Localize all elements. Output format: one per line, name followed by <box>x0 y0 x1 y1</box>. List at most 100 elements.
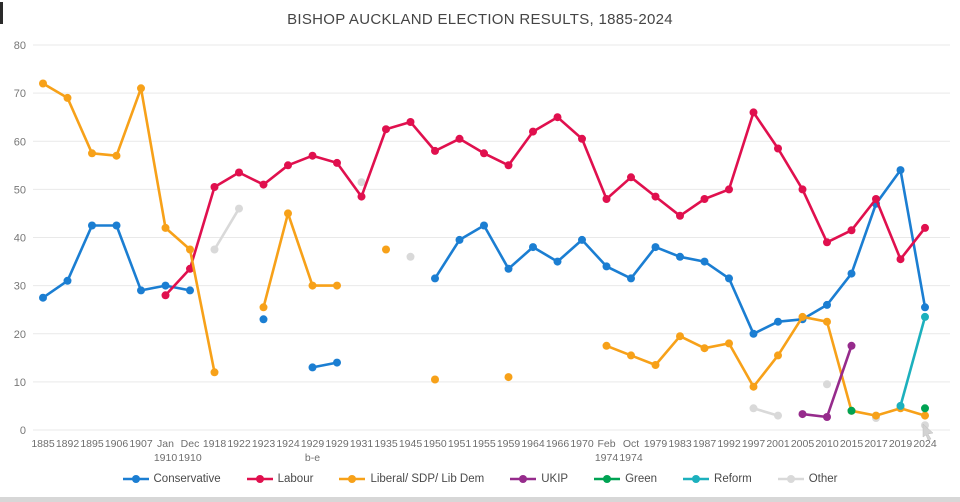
data-point-other[interactable] <box>210 245 219 254</box>
data-point-ukip[interactable] <box>798 410 807 419</box>
data-point-labour[interactable] <box>529 127 537 136</box>
data-point-liberal-sdp-lib-dem[interactable] <box>186 245 194 254</box>
data-point-liberal-sdp-lib-dem[interactable] <box>504 373 513 382</box>
data-point-labour[interactable] <box>553 113 562 122</box>
data-point-liberal-sdp-lib-dem[interactable] <box>431 375 439 384</box>
data-point-other[interactable] <box>823 380 831 389</box>
legend-item-labour[interactable]: Labour <box>246 473 313 485</box>
data-point-labour[interactable] <box>725 185 733 194</box>
legend-item-conservative[interactable]: Conservative <box>122 473 221 485</box>
data-point-liberal-sdp-lib-dem[interactable] <box>137 84 145 93</box>
data-point-conservative[interactable] <box>137 286 145 295</box>
data-point-liberal-sdp-lib-dem[interactable] <box>627 351 635 360</box>
data-point-labour[interactable] <box>774 144 782 153</box>
data-point-labour[interactable] <box>431 146 439 155</box>
data-point-labour[interactable] <box>308 151 317 160</box>
data-point-liberal-sdp-lib-dem[interactable] <box>39 79 47 88</box>
data-point-labour[interactable] <box>896 255 905 264</box>
data-point-other[interactable] <box>749 404 758 413</box>
data-point-labour[interactable] <box>627 173 635 182</box>
data-point-reform[interactable] <box>921 312 929 321</box>
data-point-labour[interactable] <box>651 192 660 201</box>
data-point-labour[interactable] <box>382 125 390 134</box>
data-point-ukip[interactable] <box>847 341 856 350</box>
data-point-liberal-sdp-lib-dem[interactable] <box>749 382 758 391</box>
data-point-liberal-sdp-lib-dem[interactable] <box>700 344 709 353</box>
data-point-liberal-sdp-lib-dem[interactable] <box>382 245 390 254</box>
data-point-labour[interactable] <box>700 195 709 203</box>
data-point-liberal-sdp-lib-dem[interactable] <box>308 281 317 290</box>
data-point-other[interactable] <box>235 204 243 213</box>
data-point-other[interactable] <box>406 252 415 261</box>
data-point-liberal-sdp-lib-dem[interactable] <box>921 411 929 420</box>
data-point-conservative[interactable] <box>847 269 856 278</box>
data-point-liberal-sdp-lib-dem[interactable] <box>823 317 831 326</box>
data-point-conservative[interactable] <box>161 281 170 290</box>
data-point-conservative[interactable] <box>602 262 611 271</box>
data-point-ukip[interactable] <box>823 413 831 421</box>
data-point-conservative[interactable] <box>651 243 660 252</box>
data-point-green[interactable] <box>921 404 929 413</box>
data-point-conservative[interactable] <box>480 221 488 230</box>
data-point-conservative[interactable] <box>529 243 537 252</box>
legend-item-other[interactable]: Other <box>777 473 838 485</box>
data-point-conservative[interactable] <box>676 252 684 261</box>
data-point-conservative[interactable] <box>578 235 586 244</box>
data-point-labour[interactable] <box>210 183 219 191</box>
data-point-labour[interactable] <box>676 211 684 220</box>
data-point-labour[interactable] <box>847 226 856 235</box>
data-point-liberal-sdp-lib-dem[interactable] <box>602 341 611 350</box>
data-point-labour[interactable] <box>578 134 586 143</box>
legend-item-reform[interactable]: Reform <box>683 473 752 485</box>
data-point-conservative[interactable] <box>63 276 72 285</box>
data-point-conservative[interactable] <box>774 317 782 326</box>
data-point-labour[interactable] <box>259 180 268 189</box>
data-point-liberal-sdp-lib-dem[interactable] <box>798 312 807 321</box>
data-point-liberal-sdp-lib-dem[interactable] <box>872 411 880 420</box>
data-point-other[interactable] <box>357 178 366 187</box>
data-point-conservative[interactable] <box>896 166 905 175</box>
data-point-conservative[interactable] <box>627 274 635 283</box>
data-point-conservative[interactable] <box>455 235 464 244</box>
data-point-other[interactable] <box>774 411 782 420</box>
data-point-conservative[interactable] <box>112 221 121 230</box>
data-point-conservative[interactable] <box>308 363 317 372</box>
data-point-conservative[interactable] <box>553 257 562 266</box>
data-point-labour[interactable] <box>235 168 243 177</box>
data-point-labour[interactable] <box>823 238 831 247</box>
data-point-liberal-sdp-lib-dem[interactable] <box>651 361 660 369</box>
legend-item-ukip[interactable]: UKIP <box>510 473 568 485</box>
data-point-liberal-sdp-lib-dem[interactable] <box>112 151 121 160</box>
data-point-conservative[interactable] <box>921 303 929 312</box>
data-point-liberal-sdp-lib-dem[interactable] <box>63 93 72 102</box>
data-point-conservative[interactable] <box>504 264 513 273</box>
legend-item-green[interactable]: Green <box>594 473 657 485</box>
data-point-labour[interactable] <box>161 291 170 300</box>
data-point-labour[interactable] <box>872 195 880 203</box>
data-point-liberal-sdp-lib-dem[interactable] <box>161 223 170 232</box>
data-point-labour[interactable] <box>455 134 464 143</box>
data-point-conservative[interactable] <box>259 315 268 324</box>
data-point-labour[interactable] <box>406 118 415 126</box>
data-point-conservative[interactable] <box>725 274 733 283</box>
legend-item-liberal-sdp-lib-dem[interactable]: Liberal/ SDP/ Lib Dem <box>339 473 484 485</box>
data-point-conservative[interactable] <box>700 257 709 266</box>
data-point-labour[interactable] <box>357 192 366 201</box>
data-point-labour[interactable] <box>333 158 341 167</box>
data-point-liberal-sdp-lib-dem[interactable] <box>774 351 782 360</box>
data-point-labour[interactable] <box>921 223 929 232</box>
data-point-liberal-sdp-lib-dem[interactable] <box>284 209 292 218</box>
data-point-liberal-sdp-lib-dem[interactable] <box>259 303 268 312</box>
data-point-conservative[interactable] <box>333 358 341 367</box>
data-point-green[interactable] <box>847 406 856 415</box>
data-point-labour[interactable] <box>504 161 513 170</box>
data-point-conservative[interactable] <box>823 300 831 309</box>
data-point-labour[interactable] <box>284 161 292 170</box>
data-point-conservative[interactable] <box>186 286 194 295</box>
data-point-labour[interactable] <box>480 149 488 158</box>
data-point-labour[interactable] <box>749 108 758 117</box>
data-point-labour[interactable] <box>602 195 611 203</box>
data-point-liberal-sdp-lib-dem[interactable] <box>333 281 341 290</box>
data-point-liberal-sdp-lib-dem[interactable] <box>88 149 96 158</box>
data-point-liberal-sdp-lib-dem[interactable] <box>676 332 684 341</box>
